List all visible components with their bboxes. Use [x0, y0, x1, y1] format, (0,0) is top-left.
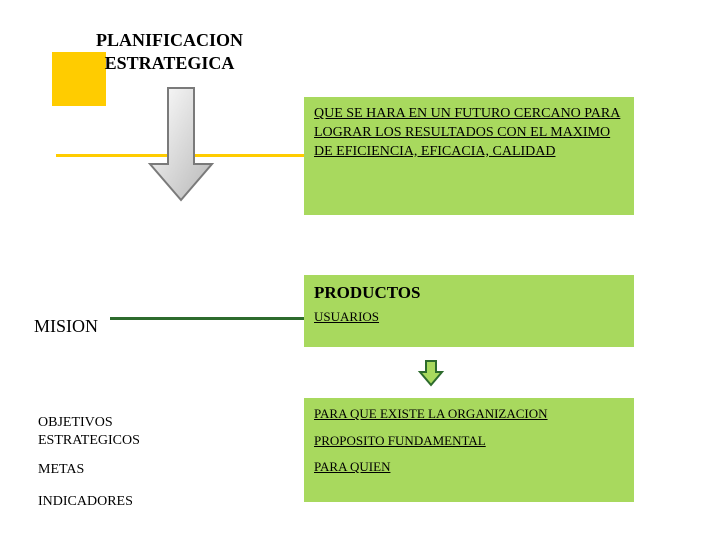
box-productos-sub: USUARIOS: [314, 309, 624, 325]
box-org-line3: PARA QUIEN: [314, 459, 624, 475]
mision-label: MISION: [34, 316, 98, 337]
title-line1: PLANIFICACION: [96, 29, 243, 52]
arrow-down-large: [146, 86, 216, 204]
page-title: PLANIFICACION ESTRATEGICA: [96, 29, 243, 74]
box-org-line2: PROPOSITO FUNDAMENTAL: [314, 433, 624, 449]
left-item-objetivos: OBJETIVOS ESTRATEGICOS: [38, 414, 198, 450]
box-future: QUE SE HARA EN UN FUTURO CERCANO PARA LO…: [304, 97, 634, 215]
title-line2: ESTRATEGICA: [96, 52, 243, 75]
box-org-line1: PARA QUE EXISTE LA ORGANIZACION: [314, 406, 624, 423]
box-productos-title: PRODUCTOS: [314, 283, 624, 303]
left-item-indicadores: INDICADORES: [38, 494, 133, 510]
arrow-down-small: [416, 358, 446, 388]
box-productos: PRODUCTOS USUARIOS: [304, 275, 634, 347]
connector-green: [110, 317, 304, 320]
box-org: PARA QUE EXISTE LA ORGANIZACION PROPOSIT…: [304, 398, 634, 502]
box-future-text: QUE SE HARA EN UN FUTURO CERCANO PARA LO…: [314, 106, 620, 159]
left-item-metas: METAS: [38, 462, 84, 478]
